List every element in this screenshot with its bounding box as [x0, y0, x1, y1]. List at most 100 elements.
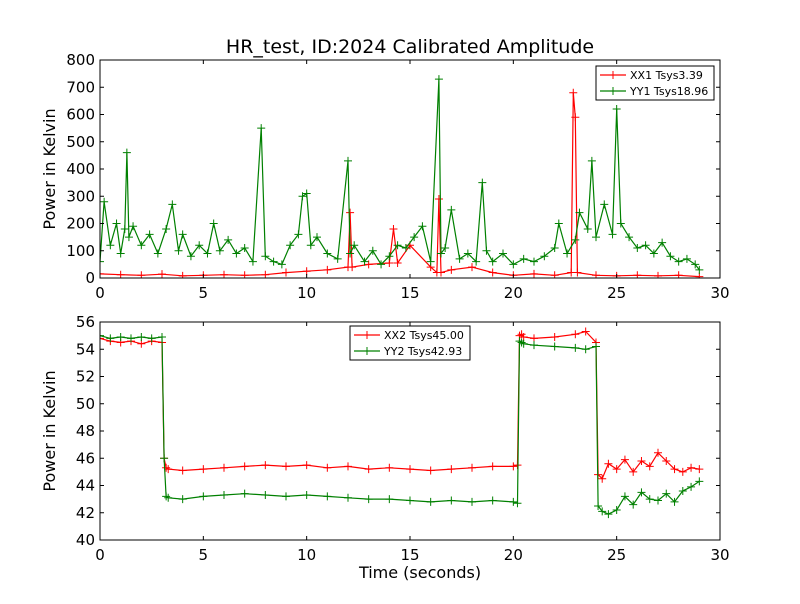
data-point — [571, 343, 580, 352]
data-point — [482, 246, 491, 255]
data-point — [220, 463, 228, 472]
data-point — [393, 241, 402, 250]
data-point — [389, 224, 398, 233]
data-point — [426, 466, 435, 475]
y-tick-label: 44 — [76, 477, 95, 495]
data-point — [678, 467, 687, 476]
data-point — [695, 265, 704, 274]
data-point — [571, 113, 580, 122]
x-tick-label: 5 — [199, 284, 209, 302]
data-point — [215, 246, 224, 255]
y-axis-label: Power in Kelvin — [40, 108, 59, 229]
data-point — [592, 233, 600, 242]
data-point — [282, 268, 290, 277]
data-point — [116, 249, 125, 258]
y-tick-label: 700 — [66, 78, 95, 96]
data-point — [563, 249, 572, 258]
data-point — [282, 462, 290, 471]
data-point — [178, 230, 187, 239]
data-point — [509, 462, 518, 471]
data-point — [463, 249, 472, 258]
data-point — [277, 260, 286, 269]
data-point — [629, 500, 638, 509]
data-point — [499, 249, 507, 258]
data-point — [257, 124, 266, 133]
data-point — [530, 341, 538, 350]
data-point — [612, 465, 621, 474]
legend-marker — [363, 347, 371, 355]
data-point — [346, 249, 355, 258]
data-point — [455, 254, 464, 263]
data-point — [178, 495, 187, 504]
data-point — [261, 461, 270, 470]
data-point — [670, 497, 679, 506]
x-tick-label: 25 — [607, 546, 626, 564]
data-point — [162, 463, 171, 472]
data-point — [129, 222, 138, 231]
legend-label: XX1 Tsys3.39 — [630, 69, 703, 82]
data-point — [248, 257, 257, 266]
data-point — [583, 224, 592, 233]
data-point — [178, 271, 187, 278]
data-point — [100, 197, 109, 206]
data-point — [447, 496, 456, 505]
data-point — [120, 224, 129, 233]
data-point — [620, 492, 629, 501]
y-tick-label: 100 — [66, 242, 95, 260]
y-tick-label: 0 — [85, 269, 95, 287]
data-point — [410, 233, 419, 242]
data-point — [519, 254, 528, 263]
data-point — [209, 219, 218, 228]
data-point — [162, 224, 171, 233]
data-point — [633, 244, 642, 253]
y-tick-label: 48 — [76, 422, 95, 440]
data-point — [569, 88, 578, 97]
data-point — [573, 268, 582, 277]
data-point — [302, 461, 311, 470]
y-tick-label: 56 — [76, 313, 95, 331]
data-point — [364, 260, 373, 269]
data-point — [509, 260, 518, 269]
data-point — [468, 497, 476, 506]
data-point — [530, 269, 538, 278]
data-point — [434, 194, 443, 203]
data-point — [695, 477, 704, 486]
chart-title: HR_test, ID:2024 Calibrated Amplitude — [226, 36, 594, 58]
data-point — [232, 249, 241, 258]
data-point — [682, 254, 691, 263]
data-point — [137, 241, 146, 250]
data-point — [323, 249, 332, 258]
y-tick-label: 42 — [76, 504, 95, 522]
data-point — [282, 492, 290, 501]
data-point — [598, 474, 607, 483]
data-point — [662, 489, 671, 498]
data-point — [447, 465, 456, 474]
x-tick-label: 30 — [710, 546, 729, 564]
data-point — [519, 339, 528, 348]
legend-marker — [363, 331, 371, 339]
data-point — [654, 271, 662, 278]
data-point — [434, 75, 443, 84]
data-point — [515, 337, 524, 346]
data-point — [604, 459, 613, 468]
series-group — [100, 327, 704, 483]
data-point — [344, 493, 352, 502]
data-point — [670, 465, 679, 474]
data-point — [348, 263, 357, 272]
data-point — [447, 205, 456, 214]
data-point — [168, 200, 177, 209]
y-tick-label: 800 — [66, 51, 95, 69]
data-point — [649, 249, 658, 258]
legend-box — [595, 65, 715, 101]
legend-label: YY1 Tsys18.96 — [629, 85, 708, 98]
data-point — [164, 493, 173, 502]
data-point — [261, 252, 270, 261]
data-point — [550, 332, 559, 341]
data-point — [240, 244, 249, 253]
y-tick-label: 46 — [76, 449, 95, 467]
data-point — [174, 246, 183, 255]
data-point — [437, 249, 445, 258]
data-point — [385, 259, 394, 268]
x-tick-label: 10 — [297, 284, 316, 302]
legend: XX2 Tsys45.00 YY2 Tsys42.93 — [349, 325, 471, 361]
